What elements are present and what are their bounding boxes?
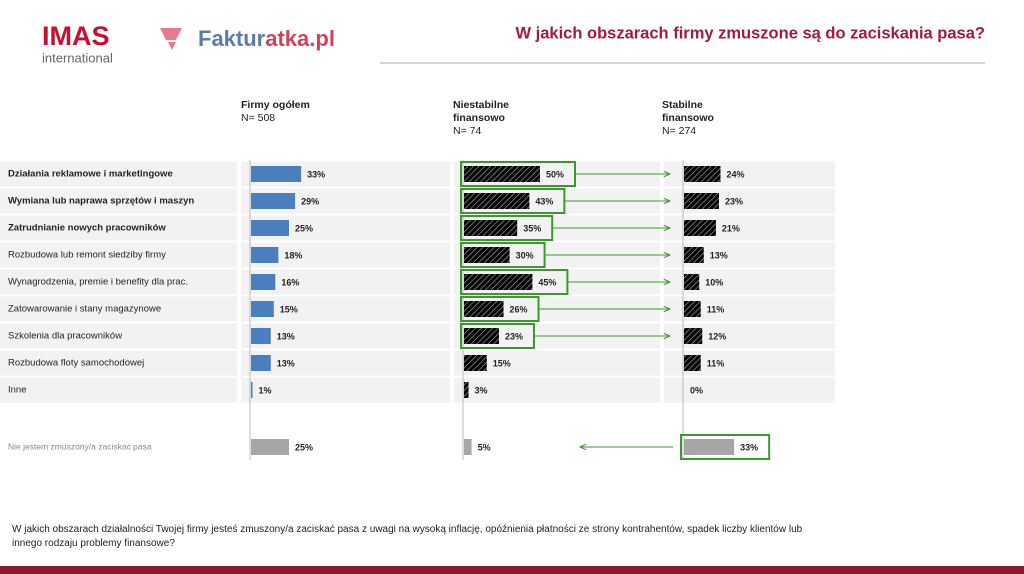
bar bbox=[464, 328, 499, 344]
value-label: 0% bbox=[690, 385, 703, 395]
value-label: 50% bbox=[546, 169, 564, 179]
value-label: 3% bbox=[475, 385, 488, 395]
row-band bbox=[0, 377, 835, 403]
value-label: 23% bbox=[505, 331, 523, 341]
bottom-bar bbox=[0, 566, 1024, 574]
value-label: 13% bbox=[277, 331, 295, 341]
logo2-b: atka.pl bbox=[265, 26, 335, 51]
value-label: 15% bbox=[493, 358, 511, 368]
category-label: Działania reklamowe i marketingowe bbox=[8, 169, 173, 180]
category-label: Wymiana lub naprawa sprzętów i maszyn bbox=[8, 196, 194, 207]
bar bbox=[251, 247, 279, 263]
value-label: 11% bbox=[707, 304, 725, 314]
bar bbox=[684, 301, 701, 317]
value-label: 24% bbox=[726, 169, 744, 179]
bar bbox=[251, 166, 302, 182]
bar bbox=[684, 355, 701, 371]
bar bbox=[684, 274, 700, 290]
series-name: Stabilne finansowo bbox=[662, 99, 714, 124]
value-label: 26% bbox=[510, 304, 528, 314]
value-label: 18% bbox=[284, 250, 302, 260]
value-label: 13% bbox=[277, 358, 295, 368]
value-label: 33% bbox=[307, 169, 325, 179]
series-name: Firmy ogółem bbox=[241, 99, 310, 111]
logo-sub: international bbox=[42, 50, 113, 65]
bar bbox=[684, 220, 716, 236]
value-label: 45% bbox=[538, 277, 556, 287]
bar bbox=[684, 166, 721, 182]
value-label: 15% bbox=[280, 304, 298, 314]
series-sample: N= 508 bbox=[241, 112, 276, 124]
series-header: Firmy ogółem N= 508 bbox=[241, 99, 316, 125]
series-sample: N= 74 bbox=[453, 125, 482, 137]
bar bbox=[464, 274, 533, 290]
series-header: Stabilne finansowo N= 274 bbox=[662, 99, 737, 138]
column-gap bbox=[237, 158, 241, 408]
value-label: 43% bbox=[535, 196, 553, 206]
footnote: W jakich obszarach działalności Twojej f… bbox=[12, 524, 803, 549]
category-label: Zatowarowanie i stany magazynowe bbox=[8, 304, 161, 315]
series-header: Niestabilne finansowo N= 74 bbox=[453, 99, 528, 138]
bar bbox=[251, 355, 271, 371]
value-label: 35% bbox=[523, 223, 541, 233]
bar bbox=[684, 193, 719, 209]
category-label: Inne bbox=[8, 385, 27, 396]
category-label: Szkolenia dla pracowników bbox=[8, 331, 122, 342]
highlight-box bbox=[680, 434, 771, 460]
value-label: 30% bbox=[516, 250, 534, 260]
chart-title: W jakich obszarach firmy zmuszone są do … bbox=[515, 24, 985, 42]
bar bbox=[684, 439, 735, 455]
value-label: 29% bbox=[301, 196, 319, 206]
value-label: 1% bbox=[259, 385, 272, 395]
bar bbox=[464, 193, 530, 209]
bar bbox=[251, 301, 274, 317]
value-label: 10% bbox=[705, 277, 723, 287]
value-label: 13% bbox=[710, 250, 728, 260]
value-label: 11% bbox=[707, 358, 725, 368]
bar bbox=[464, 301, 504, 317]
bar bbox=[684, 247, 704, 263]
bar bbox=[251, 382, 253, 398]
value-label: 16% bbox=[281, 277, 299, 287]
value-label: 21% bbox=[722, 223, 740, 233]
value-label: 33% bbox=[740, 442, 758, 452]
value-label: 25% bbox=[295, 442, 313, 452]
category-label: Zatrudnianie nowych pracowników bbox=[8, 223, 166, 234]
bar bbox=[251, 439, 289, 455]
bar bbox=[464, 439, 472, 455]
bar bbox=[464, 220, 518, 236]
value-label: 23% bbox=[725, 196, 743, 206]
column-gap bbox=[450, 158, 454, 408]
logo: IMAS bbox=[42, 21, 110, 51]
column-gap bbox=[660, 158, 664, 408]
series-sample: N= 274 bbox=[662, 125, 697, 137]
logo-icon bbox=[160, 28, 182, 50]
logo2: Fakturatka.pl bbox=[198, 26, 335, 51]
bar bbox=[251, 220, 289, 236]
bar bbox=[464, 382, 469, 398]
bar bbox=[464, 355, 487, 371]
category-label: Nie jestem zmuszony/a zaciskać pasa bbox=[8, 441, 152, 451]
value-label: 12% bbox=[708, 331, 726, 341]
logo2-a: Faktur bbox=[198, 26, 266, 51]
value-label: 5% bbox=[478, 442, 491, 452]
category-label: Rozbudowa floty samochodowej bbox=[8, 358, 144, 369]
bar bbox=[464, 166, 540, 182]
bar bbox=[251, 274, 276, 290]
value-label: 25% bbox=[295, 223, 313, 233]
category-label: Rozbudowa lub remont siedziby firmy bbox=[8, 250, 166, 261]
bar bbox=[464, 247, 510, 263]
bar bbox=[251, 328, 271, 344]
category-label: Wynagrodzenia, premie i benefity dla pra… bbox=[8, 277, 188, 288]
bar bbox=[251, 193, 296, 209]
series-name: Niestabilne finansowo bbox=[453, 99, 510, 124]
bar bbox=[684, 328, 703, 344]
